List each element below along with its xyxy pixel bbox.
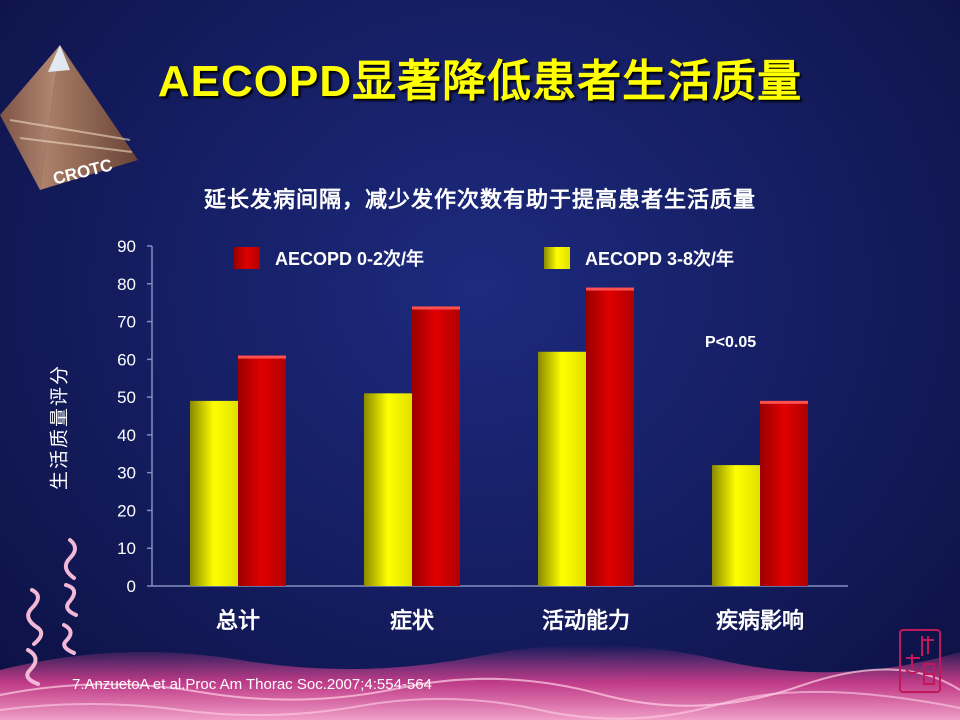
citation-footnote: 7.AnzuetoA et al.Proc Am Thorac Soc.2007… xyxy=(72,676,432,693)
legend-swatch xyxy=(234,247,260,269)
bottom-decoration xyxy=(0,644,960,720)
y-tick-label: 30 xyxy=(117,464,136,483)
legend-label: AECOPD 3-8次/年 xyxy=(585,248,734,269)
bar-top-highlight xyxy=(586,287,634,291)
y-tick-label: 10 xyxy=(117,539,136,558)
seal-stamp xyxy=(899,629,941,693)
x-category-label: 症状 xyxy=(390,608,435,633)
slide-title: AECOPD显著降低患者生活质量 xyxy=(157,57,803,106)
x-category-label: 活动能力 xyxy=(542,608,630,633)
x-category-label: 总计 xyxy=(216,608,260,633)
bar-top-highlight xyxy=(412,306,460,310)
bar-top-highlight xyxy=(760,400,808,404)
y-tick-label: 60 xyxy=(117,350,136,369)
bar-red-3 xyxy=(586,287,634,586)
calligraphy-decoration xyxy=(25,538,78,686)
bar-yellow-4 xyxy=(712,465,760,586)
bar-yellow-1 xyxy=(190,400,238,586)
bar-yellow-2 xyxy=(364,393,412,586)
bar-yellow-3 xyxy=(538,351,586,586)
y-tick-label: 50 xyxy=(117,388,136,407)
bar-top-highlight xyxy=(238,355,286,359)
y-tick-label: 90 xyxy=(117,237,136,256)
y-tick-label: 70 xyxy=(117,313,136,332)
legend-swatch xyxy=(544,247,570,269)
bar-red-4 xyxy=(760,400,808,586)
bar-red-2 xyxy=(412,306,460,586)
y-tick-label: 20 xyxy=(117,501,136,520)
p-value-annotation: P<0.05 xyxy=(705,334,757,351)
crotc-logo: CROTC xyxy=(0,45,138,190)
bar-red-1 xyxy=(238,355,286,586)
x-category-label: 疾病影响 xyxy=(716,608,804,633)
y-tick-label: 0 xyxy=(127,577,136,596)
legend-label: AECOPD 0-2次/年 xyxy=(275,248,424,269)
chart-subtitle: 延长发病间隔，减少发作次数有助于提高患者生活质量 xyxy=(203,187,756,212)
y-tick-label: 40 xyxy=(117,426,136,445)
y-tick-label: 80 xyxy=(117,275,136,294)
